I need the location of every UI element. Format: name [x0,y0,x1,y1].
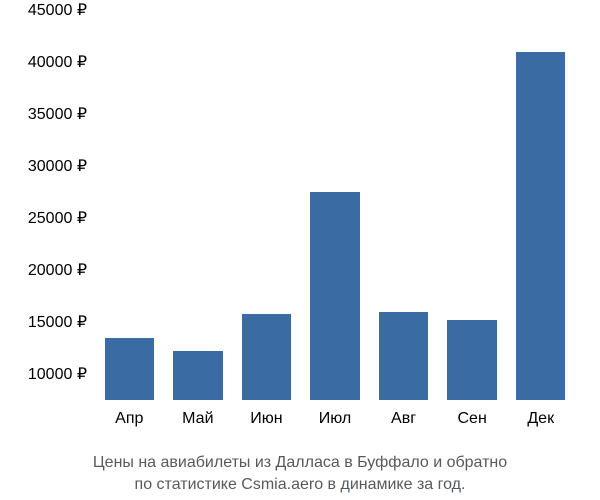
chart-caption: Цены на авиабилеты из Далласа в Буффало … [0,452,600,495]
plot-area [95,10,575,400]
y-tick-label: 10000 ₽ [28,364,87,384]
bar [173,351,222,400]
x-tick-label: Май [182,410,213,428]
bar [379,312,428,400]
y-tick-label: 40000 ₽ [28,52,87,72]
y-tick-label: 30000 ₽ [28,156,87,176]
y-tick-label: 15000 ₽ [28,312,87,332]
bar [105,338,154,400]
caption-line-1: Цены на авиабилеты из Далласа в Буффало … [93,454,507,471]
price-bar-chart: Цены на авиабилеты из Далласа в Буффало … [0,0,600,500]
bar [242,314,291,400]
x-tick-label: Апр [115,410,143,428]
y-tick-label: 25000 ₽ [28,208,87,228]
x-tick-label: Сен [457,410,486,428]
x-tick-label: Июн [250,410,282,428]
x-tick-label: Июл [319,410,351,428]
y-tick-label: 20000 ₽ [28,260,87,280]
bar [310,192,359,400]
bar [447,320,496,400]
caption-line-2: по статистике Csmia.aero в динамике за г… [135,476,466,493]
bar [516,52,565,400]
x-tick-label: Авг [391,410,416,428]
x-tick-label: Дек [527,410,554,428]
y-tick-label: 35000 ₽ [28,104,87,124]
y-tick-label: 45000 ₽ [28,0,87,20]
